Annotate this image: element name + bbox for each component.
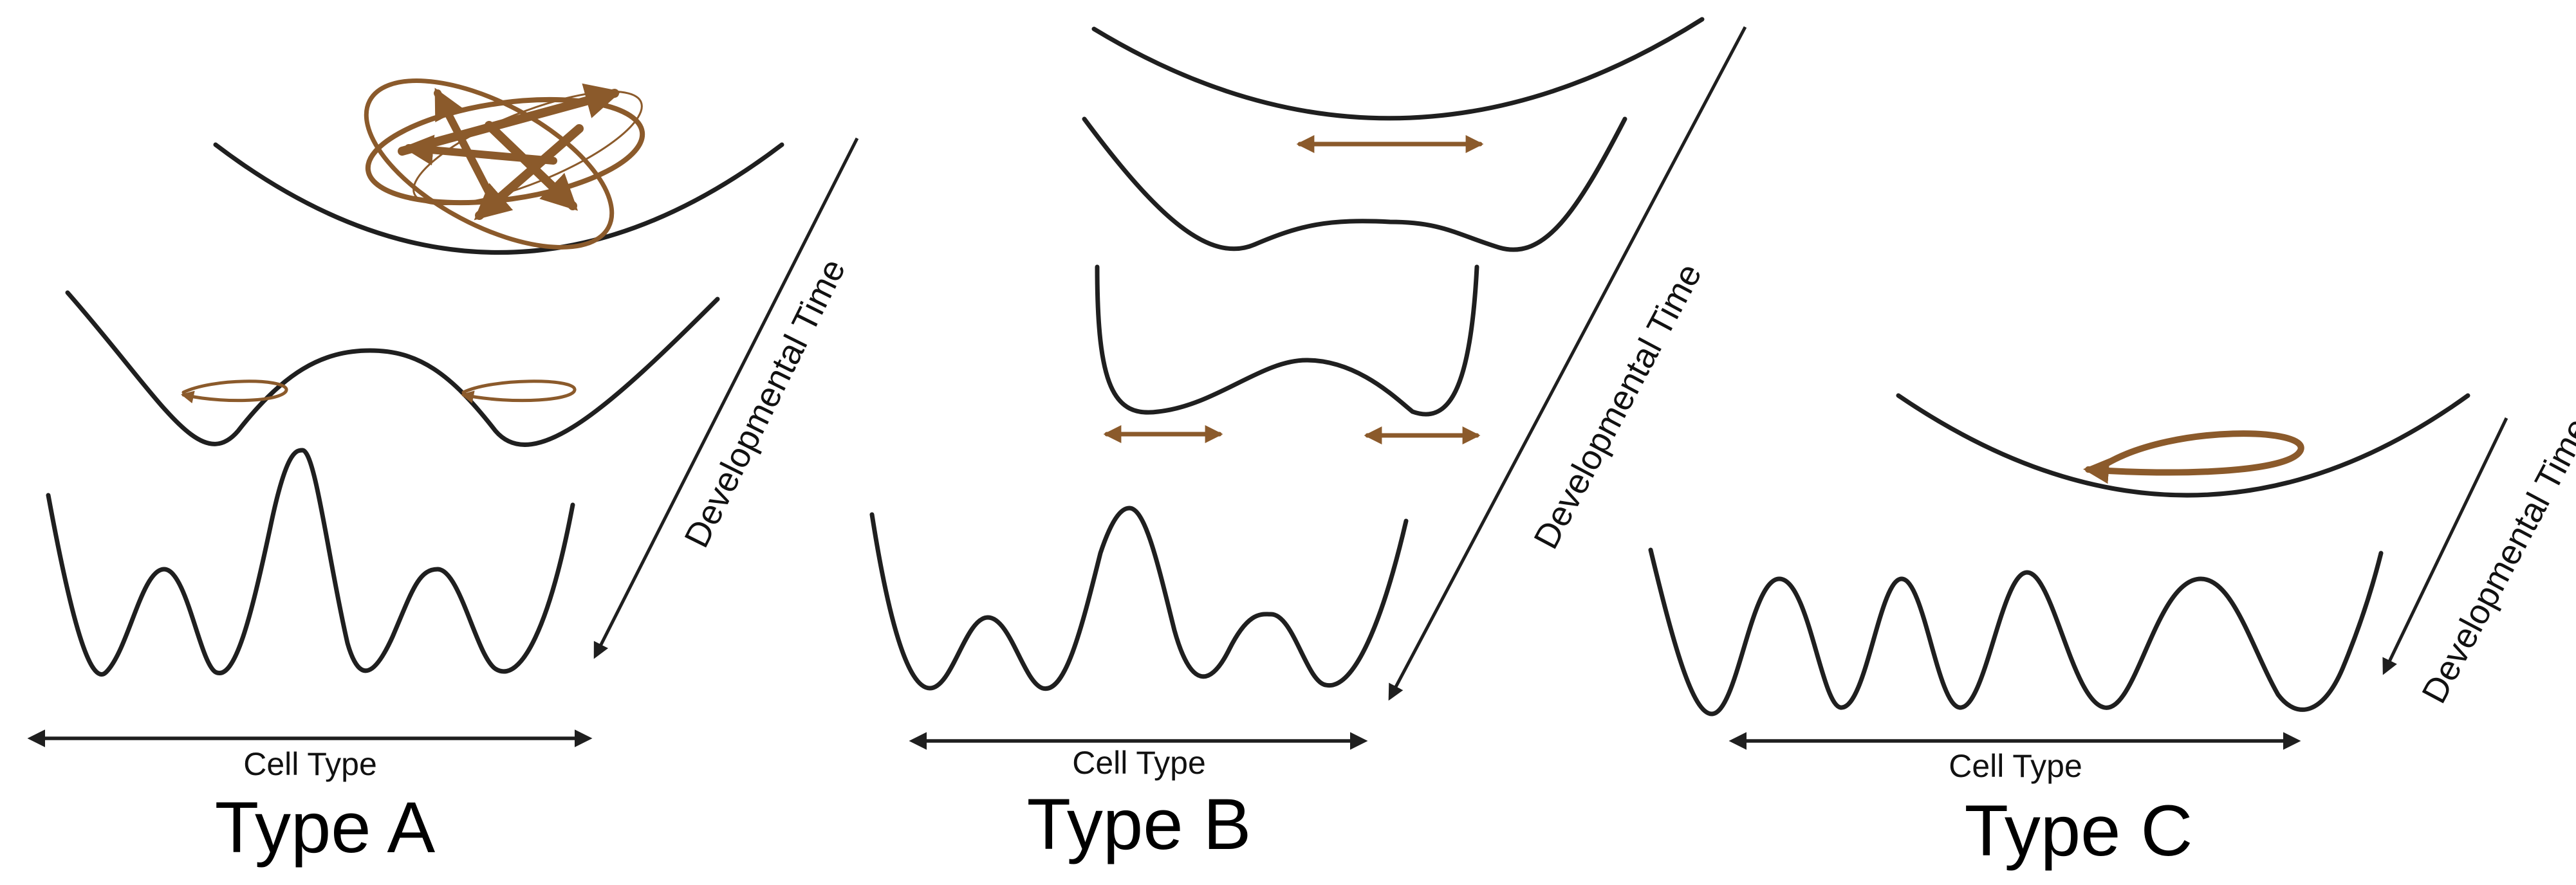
landscape-b-bottom-multi-well — [869, 506, 1409, 691]
type-label-c: Type C — [1965, 790, 2193, 871]
developmental-time-arrow-a — [593, 137, 859, 659]
type-label-a: Type A — [215, 787, 436, 868]
landscape-a-middle-double-well — [65, 290, 720, 447]
panel-type-a: Cell Type Developmental Time Type A — [27, 78, 859, 868]
chaotic-motion-arrows-a — [364, 78, 645, 250]
cell-type-label-a: Cell Type — [243, 746, 377, 782]
developmental-time-label-a: Developmental Time — [677, 253, 853, 553]
landscape-b-third-double-well — [1095, 264, 1479, 417]
landscape-b-second-shallow-double-well — [1082, 116, 1627, 252]
developmental-time-arrow-b — [1388, 26, 1747, 701]
local-motion-arrow-a-right — [461, 379, 577, 403]
cell-type-label-c: Cell Type — [1949, 748, 2082, 784]
landscape-b-top-single-well — [1091, 17, 1705, 121]
panel-type-b: Cell Type Developmental Time Type B — [869, 17, 1747, 864]
local-motion-arrow-a-left — [181, 379, 288, 404]
cell-type-label-b: Cell Type — [1072, 745, 1206, 781]
landscape-a-bottom-multi-well — [46, 448, 575, 677]
circular-motion-arrow-c — [2083, 430, 2304, 484]
developmental-time-label-b: Developmental Time — [1526, 257, 1709, 555]
panel-type-c: Cell Type Developmental Time Type C — [1648, 393, 2576, 871]
type-label-b: Type B — [1027, 784, 1252, 864]
landscape-c-bottom-five-well — [1648, 547, 2384, 716]
landscape-c-top-single-well — [1896, 393, 2470, 498]
landscape-a-top-single-well — [213, 142, 784, 255]
developmental-time-arrow-c — [2382, 417, 2508, 675]
